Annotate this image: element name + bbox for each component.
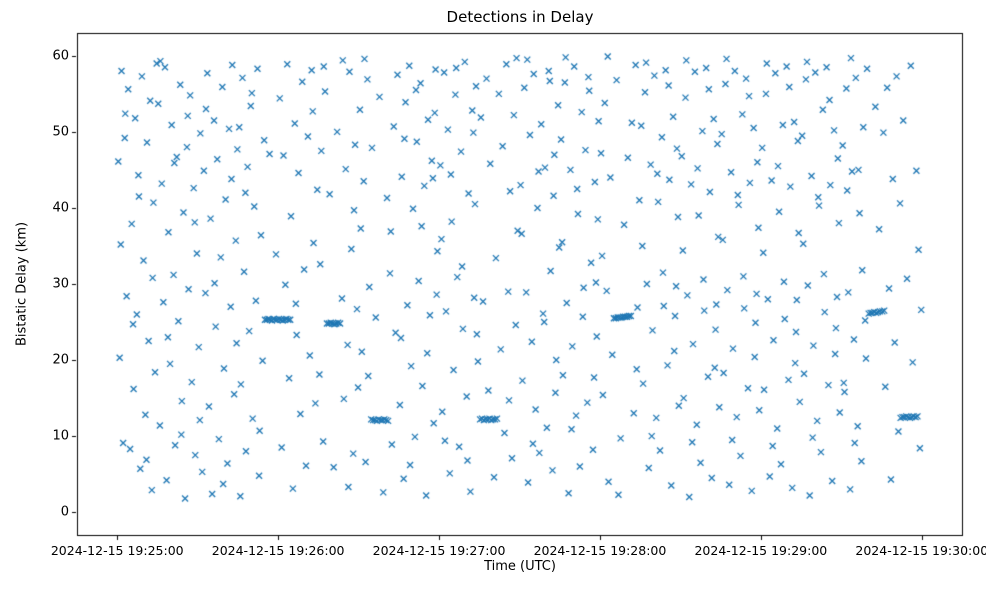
y-tick-label: 40 xyxy=(52,200,69,216)
y-tick-label: 10 xyxy=(52,428,69,444)
x-tick-label: 2024-12-15 19:28:00 xyxy=(533,543,667,558)
y-tick-label: 60 xyxy=(52,48,69,64)
x-tick-label: 2024-12-15 19:29:00 xyxy=(694,543,828,558)
y-tick-label: 30 xyxy=(52,276,69,292)
x-tick-label: 2024-12-15 19:25:00 xyxy=(50,543,184,558)
x-tick-label: 2024-12-15 19:26:00 xyxy=(211,543,345,558)
y-tick-label: 0 xyxy=(60,504,69,520)
y-tick-label: 20 xyxy=(52,352,69,368)
x-tick-label: 2024-12-15 19:30:00 xyxy=(855,543,986,558)
x-tick-label: 2024-12-15 19:27:00 xyxy=(372,543,506,558)
y-tick-label: 50 xyxy=(52,124,69,140)
